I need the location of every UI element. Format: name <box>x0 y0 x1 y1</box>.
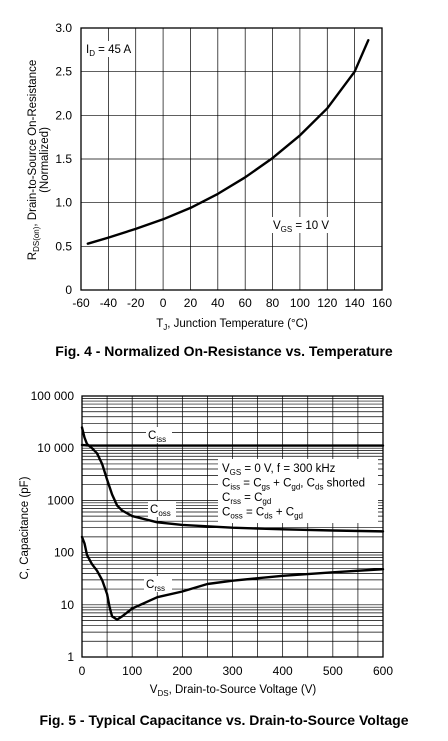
fig5-y-tick-label: 1 <box>67 650 74 664</box>
fig5-y-axis-label: C, Capacitance (pF) <box>19 476 31 579</box>
fig5-x-tick-label: 0 <box>79 664 86 678</box>
fig4-annotation-id-sub: D <box>89 49 95 58</box>
fig5-ciss-label-main: C <box>148 430 156 442</box>
fig4-rdson-curve <box>86 39 370 245</box>
fig5-coss-label-main: C <box>150 504 158 516</box>
fig5-x-tick-label: 200 <box>172 664 192 678</box>
fig5-y-tick-label: 100 000 <box>31 389 75 403</box>
svg-text:Ciss: Ciss <box>148 430 166 444</box>
fig4-x-axis-label-sub: J <box>163 323 167 332</box>
fig5-ciss-label-sub: iss <box>156 435 166 444</box>
fig5-series-label-crss: Crss <box>144 576 172 593</box>
fig5-coss-label-sub: oss <box>158 509 170 518</box>
fig5-x-tick-label: 300 <box>222 664 242 678</box>
fig4-annotation-vgs: VGS = 10 V <box>271 217 341 234</box>
fig5-series-label-coss: Coss <box>148 501 176 518</box>
fig4-x-axis-label-rest: , Junction Temperature (°C) <box>167 318 308 330</box>
fig4-y-tick-label: 1.0 <box>55 196 72 210</box>
fig4-annotation-vgs-sub: GS <box>281 225 293 234</box>
fig5-crss-label-sub: rss <box>154 584 165 593</box>
fig4-y-axis-label-main: R <box>27 252 39 260</box>
fig4-x-tick-label: 20 <box>184 296 198 310</box>
fig5-caption: Fig. 5 - Typical Capacitance vs. Drain-t… <box>39 712 408 728</box>
fig4-x-tick-label: -60 <box>72 296 90 310</box>
fig4-annotation-id: ID = 45 A <box>85 41 135 58</box>
fig4-y-axis-label-sub: DS(on) <box>32 226 41 252</box>
fig5-plot-frame <box>81 395 384 658</box>
fig5-x-axis-label-sub: DS <box>157 689 168 698</box>
fig4-x-tick-label: 60 <box>239 296 253 310</box>
fig4-y-tick-label: 0.5 <box>55 239 72 253</box>
fig5-legend-line: Crss = Cgd <box>222 492 271 506</box>
fig4-x-tick-label: 100 <box>290 296 310 310</box>
fig4-annotation-id-rest: = 45 A <box>95 44 131 56</box>
svg-text:ID = 45 A: ID = 45 A <box>86 44 131 58</box>
fig4-x-tick-label: 160 <box>372 296 392 310</box>
fig5-y-tick-label: 1000 <box>47 493 74 507</box>
fig5-x-axis-label: VDS, Drain-to-Source Voltage (V) <box>150 684 317 698</box>
svg-text:Coss: Coss <box>150 504 171 518</box>
fig4-series <box>86 39 370 245</box>
fig5-legend-line: Coss = Cds + Cgd <box>222 507 303 521</box>
fig4-x-tick-label: -20 <box>127 296 145 310</box>
fig5-series-label-ciss: Ciss <box>146 427 172 444</box>
fig5-x-tick-label: 100 <box>122 664 142 678</box>
fig4-x-axis-label-main: T <box>156 318 163 330</box>
fig4-x-tick-label: 40 <box>211 296 225 310</box>
fig4-plot-frame <box>80 27 383 291</box>
fig4-y-axis-label-line2: (Normalized) <box>39 127 51 193</box>
fig5-coss-curve <box>80 426 385 533</box>
fig5-crss-curve <box>80 535 385 621</box>
fig5-x-tick-label: 500 <box>323 664 343 678</box>
fig5-y-tick-label: 100 <box>54 546 74 560</box>
fig5-crss-label-main: C <box>146 579 154 591</box>
fig5-series <box>80 426 385 621</box>
fig4-x-tick-label: 0 <box>160 296 167 310</box>
fig4-y-tick-labels: 0 0.5 1.0 1.5 2.0 2.5 3.0 <box>55 21 72 297</box>
fig5-ciss-curve <box>80 443 385 447</box>
fig4-x-tick-label: -40 <box>100 296 118 310</box>
fig5-x-axis-label-main: V <box>150 684 158 696</box>
fig4-annotation-vgs-rest: = 10 V <box>292 220 329 232</box>
fig4-y-tick-label: 2.0 <box>55 108 72 122</box>
fig4-x-tick-label: 140 <box>345 296 365 310</box>
fig4-x-tick-labels: -60 -40 -20 0 20 40 60 80 100 120 140 160 <box>72 296 392 310</box>
fig4-grid <box>80 27 383 291</box>
fig4-y-axis-label-line1: RDS(on), Drain-to-Source On-Resistance <box>27 60 41 260</box>
fig4-caption: Fig. 4 - Normalized On-Resistance vs. Te… <box>55 343 393 359</box>
fig4-x-tick-label: 120 <box>317 296 337 310</box>
fig5-x-axis-label-rest: , Drain-to-Source Voltage (V) <box>169 684 317 696</box>
fig5-y-tick-label: 10 <box>61 598 75 612</box>
fig4-y-tick-label: 1.5 <box>55 152 72 166</box>
fig4-y-tick-label: 2.5 <box>55 65 72 79</box>
fig5-y-tick-labels: 1 10 100 1000 10 000 100 000 <box>31 389 75 664</box>
fig5-y-tick-label: 10 000 <box>37 441 74 455</box>
fig5-x-tick-label: 600 <box>373 664 393 678</box>
fig5-x-tick-label: 400 <box>273 664 293 678</box>
svg-text:Crss: Crss <box>146 579 165 593</box>
fig5-x-tick-labels: 0 100 200 300 400 500 600 <box>79 664 394 678</box>
fig4-y-axis-label-rest: , Drain-to-Source On-Resistance <box>27 60 39 227</box>
fig5-legend-line: Ciss = Cgs + Cgd, Cds shorted <box>222 478 365 492</box>
fig4-x-axis-label: TJ, Junction Temperature (°C) <box>156 318 308 332</box>
fig4-y-tick-label: 3.0 <box>55 21 72 35</box>
fig5-legend-line: VGS = 0 V, f = 300 kHz <box>222 463 336 477</box>
fig4-annotation-vgs-main: V <box>273 220 281 232</box>
fig4-y-tick-label: 0 <box>65 283 72 297</box>
fig4-x-tick-label: 80 <box>266 296 280 310</box>
svg-text:VGS = 10 V: VGS = 10 V <box>273 220 329 234</box>
fig4-annotation-id-main: I <box>86 44 89 56</box>
